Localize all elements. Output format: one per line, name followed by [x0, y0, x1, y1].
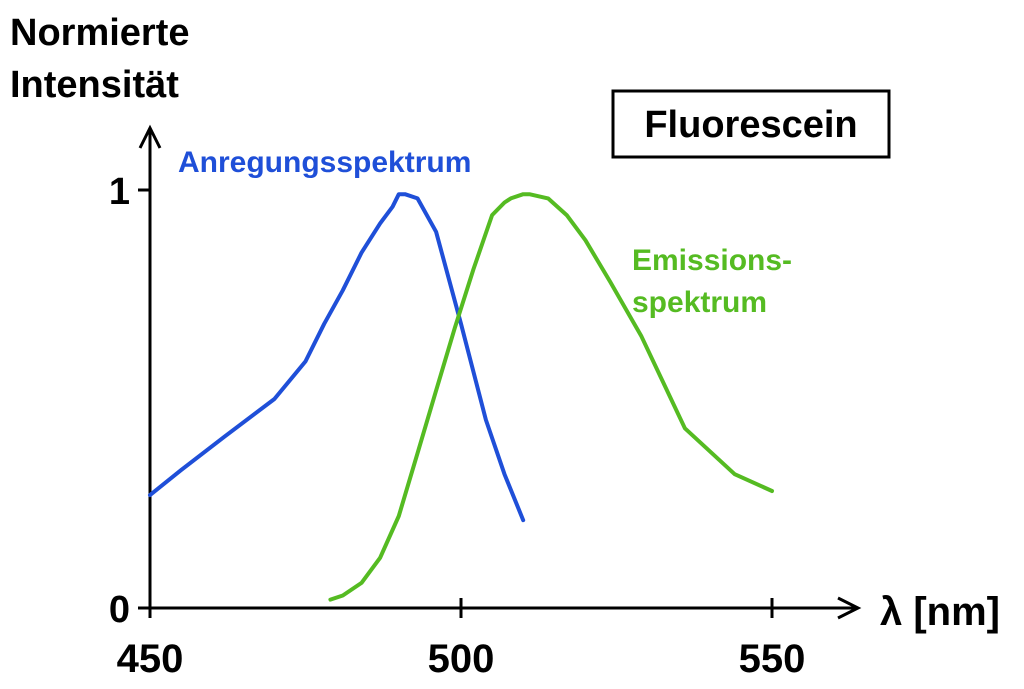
x-tick-label-500: 500 — [428, 637, 495, 681]
y-axis-label-line1: Normierte — [10, 12, 190, 54]
curves — [148, 192, 774, 602]
series-label-emission-line2: spektrum — [632, 286, 767, 319]
excitation-spectrum-line — [148, 192, 526, 523]
emission-spectrum-line — [328, 192, 774, 602]
series-label-emission-line1: Emissions- — [632, 244, 792, 277]
y-tick-label-1: 1 — [109, 171, 130, 213]
axes — [138, 124, 862, 620]
series-label-excitation: Anregungsspektrum — [178, 146, 471, 179]
ticks: 450 500 550 0 1 — [109, 171, 806, 681]
x-tick-label-450: 450 — [117, 637, 184, 681]
y-tick-label-0: 0 — [109, 589, 130, 631]
x-axis-label: λ [nm] — [880, 590, 1000, 634]
x-tick-label-550: 550 — [739, 637, 806, 681]
y-axis-arrowhead — [138, 124, 162, 149]
x-axis-arrowhead — [837, 596, 862, 620]
y-axis-label-line2: Intensität — [10, 64, 179, 106]
title-box — [611, 89, 891, 159]
chart-title: Fluorescein — [644, 104, 857, 146]
